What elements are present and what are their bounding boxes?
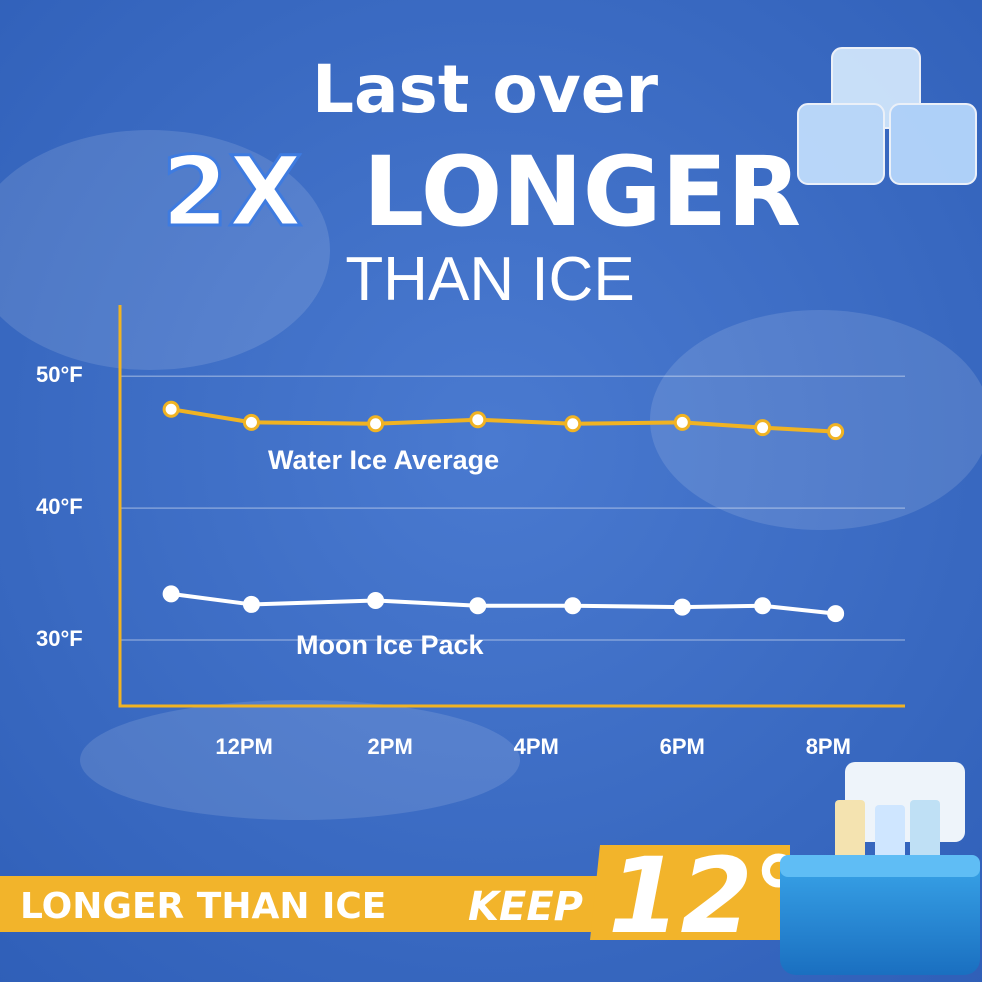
data-point xyxy=(242,595,260,613)
cooler xyxy=(780,762,980,975)
data-point xyxy=(367,415,385,433)
data-point xyxy=(673,413,691,431)
texture xyxy=(0,130,982,820)
data-point xyxy=(754,419,772,437)
data-point xyxy=(827,423,845,441)
data-point xyxy=(469,411,487,429)
series-line xyxy=(170,407,836,434)
axis xyxy=(118,305,905,708)
y-tick-label: 40°F xyxy=(36,494,83,519)
x-tick-label: 12PM xyxy=(215,734,272,759)
series-label: Moon Ice Pack xyxy=(296,630,485,660)
series-label: Water Ice Average xyxy=(268,445,499,475)
headline-line1: Last over xyxy=(312,51,659,128)
data-point xyxy=(754,597,772,615)
ice-cubes xyxy=(797,47,977,185)
data-point xyxy=(162,585,180,603)
banner-keep: KEEP xyxy=(468,884,583,930)
headline-highlight: 2X xyxy=(162,136,303,248)
y-tick-label: 30°F xyxy=(36,626,83,651)
data-point xyxy=(367,591,385,609)
headline-emphasis: LONGER xyxy=(363,136,801,248)
data-point xyxy=(673,598,691,616)
chart: 30°F 40°F 50°F 12PM 2PM 4PM 6PM 8PM Water Ice Av… xyxy=(36,305,905,759)
data-point xyxy=(469,597,487,615)
x-tick-label: 4PM xyxy=(514,734,559,759)
banner-badge xyxy=(590,845,790,940)
x-tick-label: 8PM xyxy=(806,734,851,759)
data-point xyxy=(564,597,582,615)
headline-line3: THAN ICE xyxy=(345,245,634,314)
series-line xyxy=(170,591,836,616)
data-point xyxy=(162,400,180,418)
data-point xyxy=(242,413,260,431)
x-tick-label: 6PM xyxy=(660,734,705,759)
data-point xyxy=(827,605,845,623)
x-tick-label: 2PM xyxy=(368,734,413,759)
data-point xyxy=(564,415,582,433)
banner-degrees: 12° xyxy=(608,835,805,957)
y-tick-label: 50°F xyxy=(36,362,83,387)
banner-left: LONGER THAN ICE xyxy=(20,886,386,927)
